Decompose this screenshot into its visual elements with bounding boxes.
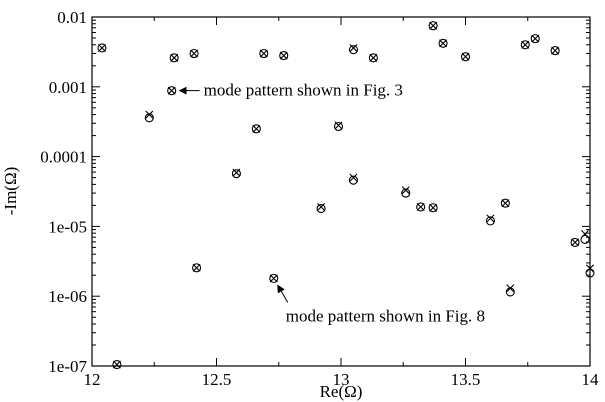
data-point-x [259,49,268,58]
data-point-circle [570,237,580,247]
data-point-circle [189,48,199,59]
y-tick-label: 1e-06 [48,287,87,306]
data-point-circle [428,203,438,213]
y-tick-label: 0.001 [49,78,87,97]
data-point-x [429,203,438,212]
data-point-x [112,360,121,369]
data-point-circle [259,48,269,59]
x-axis-label: Re(Ω) [320,382,363,401]
data-point-x [416,202,425,211]
data-point-circle [192,263,202,273]
data-point-circle [316,204,326,214]
data-point-x [401,186,410,195]
data-point-x [190,49,199,58]
data-point-x [232,168,241,177]
data-point-x [551,46,560,55]
data-point-circle [368,53,378,63]
data-point-x [317,202,326,211]
data-point-circle [500,198,510,208]
x-tick-label: 13 [333,370,350,389]
data-point-circle [167,86,177,96]
data-point-x [369,53,378,62]
annotation-label: mode pattern shown in Fig. 3 [204,81,403,100]
data-point-circle [279,51,289,61]
axis-tick-labels: 12 12.5 13 13.5 14 1e-07 1e-06 1e-05 0.0001 0.001… [40,8,599,389]
data-point-circle [416,202,426,212]
data-point-x [439,39,448,48]
data-point-circle [269,273,279,283]
data-point-circle [550,46,560,56]
data-point-x [252,124,261,133]
data-point-x [531,34,540,43]
data-point-circle [169,53,179,63]
x-tick-label: 13.5 [451,370,481,389]
data-point-x [586,264,594,273]
data-point-circle [112,359,122,370]
axis-ticks [91,16,591,367]
data-point-x [269,274,278,283]
y-tick-label: 0.01 [57,8,87,27]
x-tick-label: 12 [84,370,101,389]
data-point-circle [401,188,411,198]
x-tick-label: 12.5 [202,370,232,389]
y-axis-label: -Im(Ω) [1,167,20,216]
data-point-circle [97,43,107,53]
data-point-circle [231,169,241,179]
data-point-circle [251,124,261,134]
data-point-x [581,229,590,238]
x-tick-label: 14 [582,370,600,389]
data-point-circle [144,113,154,123]
data-point-x [192,263,201,272]
data-point-x [170,53,179,62]
data-point-circle [505,287,515,297]
data-point-x [167,86,176,95]
data-point-x [97,43,106,52]
data-point-circle [428,21,438,31]
data-point-x [429,21,438,30]
data-point-x [506,284,515,293]
data-point-circle [348,175,359,185]
data-point-x [501,199,510,208]
data-point-x [486,214,495,223]
data-point-circle [333,121,344,132]
annotation-arrow [277,284,289,303]
y-tick-label: 1e-05 [48,217,87,236]
annotation-label: mode pattern shown in Fig. 8 [286,306,485,325]
data-point-circle [438,38,448,48]
data-point-x [145,110,154,119]
data-point-x [334,121,343,130]
y-tick-label: 0.0001 [40,148,87,167]
data-point-circle [348,45,359,55]
data-point-x [349,173,358,182]
data-markers [97,21,595,370]
data-point-x [571,238,580,247]
data-point-x [461,52,470,61]
data-point-x [349,43,358,52]
annotations: mode pattern shown in Fig. 3 mode pattern… [178,81,485,325]
data-point-x [279,51,288,60]
data-point-x [521,40,530,49]
data-point-circle [485,216,495,226]
data-point-circle [460,52,471,62]
y-tick-label: 1e-07 [48,357,87,376]
data-point-circle [530,34,540,44]
data-point-circle [580,234,590,245]
data-point-circle [520,40,530,50]
